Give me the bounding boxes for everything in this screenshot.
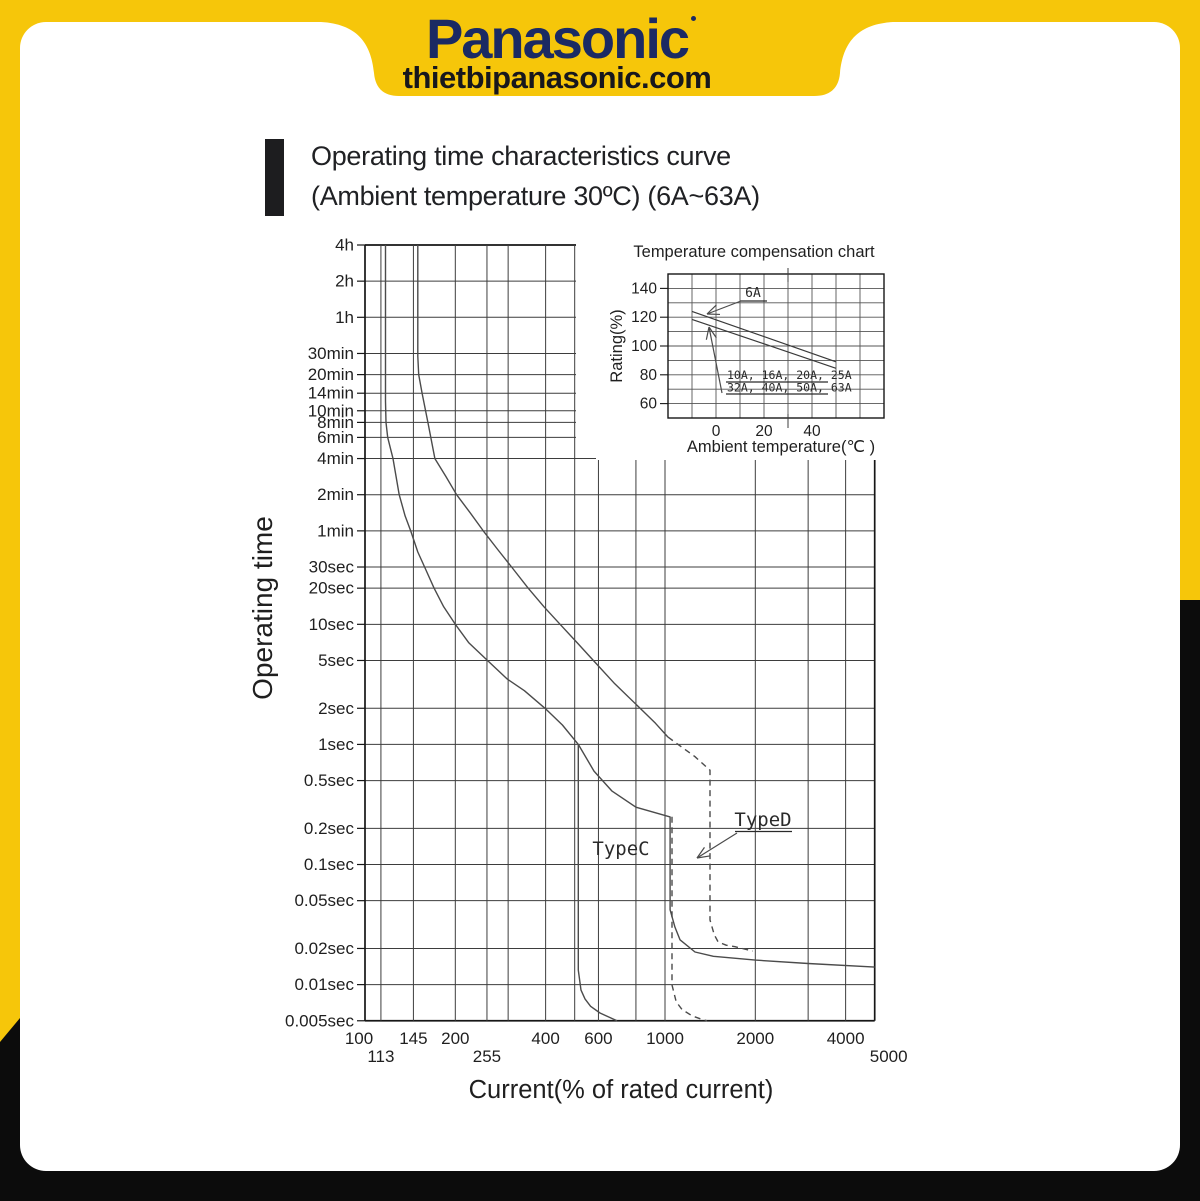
x-tick-255: 255 bbox=[473, 1047, 501, 1066]
title-line2: (Ambient temperature 30ºC) (6A~63A) bbox=[311, 181, 760, 211]
curve-upper-boundary bbox=[417, 245, 669, 738]
title-line1: Operating time characteristics curve bbox=[311, 141, 731, 171]
x-tick-145: 145 bbox=[399, 1029, 427, 1048]
y-tick-2sec: 2sec bbox=[318, 699, 354, 718]
frame-left-yellow bbox=[0, 0, 20, 1042]
y-tick-0.2sec: 0.2sec bbox=[304, 819, 355, 838]
x-tick-400: 400 bbox=[531, 1029, 559, 1048]
curve-typed-instant-lower bbox=[671, 816, 708, 1022]
y-tick-4h: 4h bbox=[335, 236, 354, 255]
main-axis-labels: Current(% of rated current) Operating tim… bbox=[247, 516, 773, 1104]
x-tick-4000: 4000 bbox=[827, 1029, 865, 1048]
inset-x-tick-20: 20 bbox=[755, 423, 773, 440]
y-tick-10min: 10min bbox=[308, 401, 354, 420]
x-tick-2000: 2000 bbox=[736, 1029, 774, 1048]
annotation-10A-16A-20A-25A: 10A, 16A, 20A, 25A bbox=[727, 368, 852, 382]
inset-x-tick-40: 40 bbox=[803, 423, 821, 440]
y-tick-20min: 20min bbox=[308, 365, 354, 384]
x-tick-100: 100 bbox=[345, 1029, 373, 1048]
main-curves bbox=[384, 245, 875, 1022]
y-tick-8min: 8min bbox=[317, 413, 354, 432]
annotation-TypeD: TypeD bbox=[734, 809, 791, 831]
inset-y-tick-140: 140 bbox=[631, 280, 657, 297]
y-tick-0.05sec: 0.05sec bbox=[294, 891, 354, 910]
y-tick-2min: 2min bbox=[317, 485, 354, 504]
header-tab-shape bbox=[0, 0, 1200, 96]
inset-titles: Temperature compensation chart Ambient te… bbox=[608, 243, 875, 456]
x-tick-113: 113 bbox=[367, 1047, 394, 1066]
x-axis-title: Current(% of rated current) bbox=[469, 1076, 774, 1104]
inset-y-tick-60: 60 bbox=[640, 396, 658, 413]
title-text: Operating time characteristics curve (Am… bbox=[311, 136, 951, 216]
frame-bottom-black bbox=[0, 1171, 1200, 1201]
x-tick-600: 600 bbox=[584, 1029, 612, 1048]
y-tick-0.5sec: 0.5sec bbox=[304, 771, 355, 790]
inset-curve-6A bbox=[691, 310, 837, 363]
y-tick-4min: 4min bbox=[317, 449, 354, 468]
inset-chart-title: Temperature compensation chart bbox=[633, 243, 875, 261]
trademark-icon bbox=[691, 16, 697, 21]
main-annotations: TypeC TypeD bbox=[592, 809, 792, 860]
header-band bbox=[0, 0, 1200, 96]
y-tick-1sec: 1sec bbox=[318, 735, 354, 754]
curve-typec-instant-lower bbox=[577, 744, 618, 1022]
y-tick-6min: 6min bbox=[317, 428, 354, 447]
y-tick-0.01sec: 0.01sec bbox=[294, 975, 354, 994]
y-tick-30min: 30min bbox=[308, 344, 354, 363]
annotation-32A-40A-50A-63A: 32A, 40A, 50A, 63A bbox=[727, 381, 852, 395]
y-tick-0.1sec: 0.1sec bbox=[304, 855, 355, 874]
x-tick-200: 200 bbox=[441, 1029, 469, 1048]
title-accent-bar bbox=[265, 139, 284, 216]
brand-domain: thietbipanasonic.com bbox=[0, 60, 1200, 96]
content-card bbox=[20, 22, 1180, 1171]
x-tick-1000: 1000 bbox=[646, 1029, 684, 1048]
y-tick-5sec: 5sec bbox=[318, 651, 354, 670]
y-tick-14min: 14min bbox=[308, 384, 354, 403]
inset-y-tick-100: 100 bbox=[631, 338, 657, 355]
inset-y-axis-title: Rating(%) bbox=[608, 309, 626, 382]
inset-y-tick-80: 80 bbox=[640, 367, 658, 384]
frame-right-yellow bbox=[1180, 0, 1200, 256]
brand-domain-text: thietbipanasonic.com bbox=[402, 60, 712, 95]
brand-logo: Panasonic bbox=[0, 6, 1200, 71]
brand-logo-text: Panasonic bbox=[425, 6, 697, 71]
inset-x-tick-0: 0 bbox=[712, 423, 721, 440]
annotation-6A: 6A bbox=[745, 286, 761, 301]
brand-wordmark: Panasonic bbox=[425, 7, 690, 70]
y-tick-0.005sec: 0.005sec bbox=[285, 1011, 354, 1030]
x-tick-5000: 5000 bbox=[870, 1047, 908, 1066]
y-tick-2h: 2h bbox=[335, 272, 354, 291]
y-tick-1h: 1h bbox=[335, 308, 354, 327]
main-grid bbox=[364, 244, 876, 1022]
curve-lower-boundary bbox=[384, 245, 875, 968]
y-tick-30sec: 30sec bbox=[309, 558, 355, 577]
y-tick-10sec: 10sec bbox=[309, 615, 355, 634]
inset-x-axis-title: Ambient temperature(℃ ) bbox=[687, 438, 875, 456]
inset-curve-10A-63A bbox=[691, 318, 837, 369]
y-tick-1min: 1min bbox=[317, 521, 354, 540]
y-axis-title: Operating time bbox=[247, 516, 278, 700]
annotation-TypeC: TypeC bbox=[592, 838, 649, 860]
y-tick-0.02sec: 0.02sec bbox=[294, 939, 354, 958]
curve-typed-instant-upper bbox=[667, 736, 754, 952]
inset-chart: 140 120 100 80 60 0 20 40 bbox=[596, 233, 900, 460]
y-tick-20sec: 20sec bbox=[309, 579, 355, 598]
inset-y-tick-120: 120 bbox=[631, 309, 657, 326]
